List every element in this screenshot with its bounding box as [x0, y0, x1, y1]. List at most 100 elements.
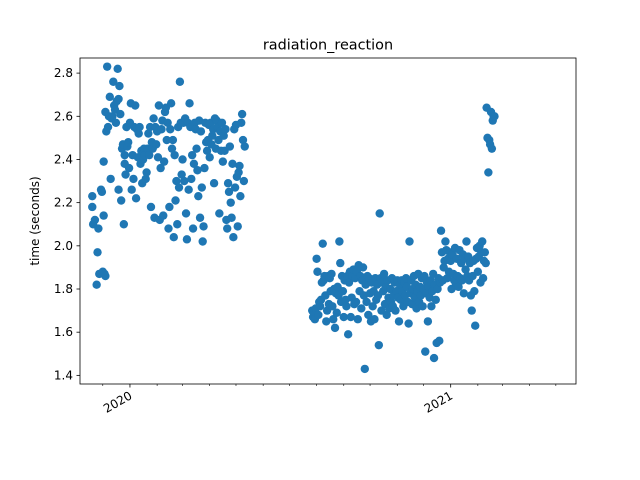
data-point — [313, 267, 322, 276]
data-point — [129, 174, 138, 184]
data-point — [312, 254, 321, 263]
data-point — [197, 183, 207, 192]
data-point — [224, 187, 234, 197]
data-point — [202, 146, 212, 156]
data-point — [394, 317, 404, 326]
data-point — [106, 174, 115, 184]
data-point — [368, 302, 377, 311]
data-point — [164, 224, 173, 233]
data-point — [332, 308, 341, 317]
data-point — [187, 150, 197, 160]
data-point — [351, 297, 361, 307]
data-point — [173, 220, 182, 229]
data-point — [88, 191, 97, 201]
data-point — [177, 170, 186, 179]
data-point — [467, 306, 476, 315]
chart-title: radiation_reaction — [263, 38, 393, 54]
data-point — [382, 310, 391, 320]
data-point — [221, 125, 230, 134]
data-point — [237, 109, 247, 119]
y-tick-label: 1.8 — [54, 282, 73, 296]
data-point — [329, 315, 338, 324]
data-point — [314, 310, 323, 320]
data-point — [149, 114, 158, 123]
data-point — [480, 248, 490, 257]
data-point — [330, 323, 340, 333]
data-point — [121, 170, 130, 179]
data-point — [200, 163, 209, 173]
y-tick-label: 2.4 — [54, 152, 73, 166]
data-point — [478, 237, 487, 246]
data-point — [342, 302, 351, 311]
data-point — [94, 224, 103, 233]
data-point — [180, 176, 189, 186]
data-point — [205, 153, 214, 162]
data-point — [198, 237, 207, 246]
data-point — [116, 196, 126, 205]
data-point — [470, 286, 479, 296]
data-point — [145, 150, 154, 160]
data-point — [187, 174, 196, 184]
data-point — [99, 211, 108, 220]
data-point — [92, 280, 101, 289]
data-point — [226, 198, 235, 207]
data-point — [392, 286, 401, 296]
data-point — [235, 161, 244, 171]
data-point — [487, 144, 497, 153]
data-point — [166, 99, 176, 108]
data-point — [343, 330, 353, 339]
data-point — [209, 179, 219, 188]
data-point — [215, 209, 224, 218]
data-point — [170, 150, 179, 160]
data-point — [420, 271, 429, 281]
data-point — [454, 282, 463, 292]
data-point — [429, 353, 439, 363]
data-point — [181, 209, 191, 218]
data-point — [189, 159, 199, 168]
data-point — [114, 94, 123, 104]
data-point — [156, 163, 165, 173]
data-point — [174, 183, 184, 192]
data-point — [193, 166, 202, 175]
data-point — [171, 196, 180, 205]
data-point — [178, 155, 187, 164]
data-point — [217, 118, 227, 127]
data-point — [159, 157, 169, 166]
data-point — [421, 347, 430, 356]
data-point — [223, 179, 233, 188]
data-point — [119, 220, 129, 229]
data-point — [115, 81, 124, 91]
y-tick-label: 2.6 — [54, 109, 73, 123]
data-point — [182, 235, 192, 244]
data-point — [335, 237, 344, 246]
data-point — [338, 286, 348, 296]
data-point — [218, 157, 228, 166]
data-point — [195, 213, 205, 222]
data-point — [360, 364, 370, 374]
data-point — [228, 159, 237, 168]
data-point — [418, 302, 427, 311]
data-point — [163, 118, 172, 127]
data-point — [120, 150, 129, 160]
data-point — [327, 269, 336, 279]
data-point — [478, 274, 488, 283]
data-point — [346, 312, 355, 322]
data-point — [441, 237, 450, 246]
data-point — [90, 215, 100, 225]
data-point — [436, 226, 446, 235]
data-point — [336, 258, 345, 268]
data-point — [229, 232, 238, 242]
y-axis: 1.4 1.6 1.8 2.0 2.2 2.4 2.6 2.8 — [54, 66, 80, 382]
data-point — [103, 122, 113, 132]
data-point — [152, 140, 161, 149]
data-point — [473, 267, 483, 276]
data-point — [109, 77, 118, 86]
data-point — [188, 224, 198, 233]
data-point — [339, 312, 348, 322]
data-point — [157, 125, 166, 134]
data-point — [131, 101, 140, 110]
y-tick-label: 1.6 — [54, 325, 73, 339]
data-point — [433, 284, 442, 294]
data-point — [362, 297, 371, 307]
data-point — [219, 131, 228, 140]
